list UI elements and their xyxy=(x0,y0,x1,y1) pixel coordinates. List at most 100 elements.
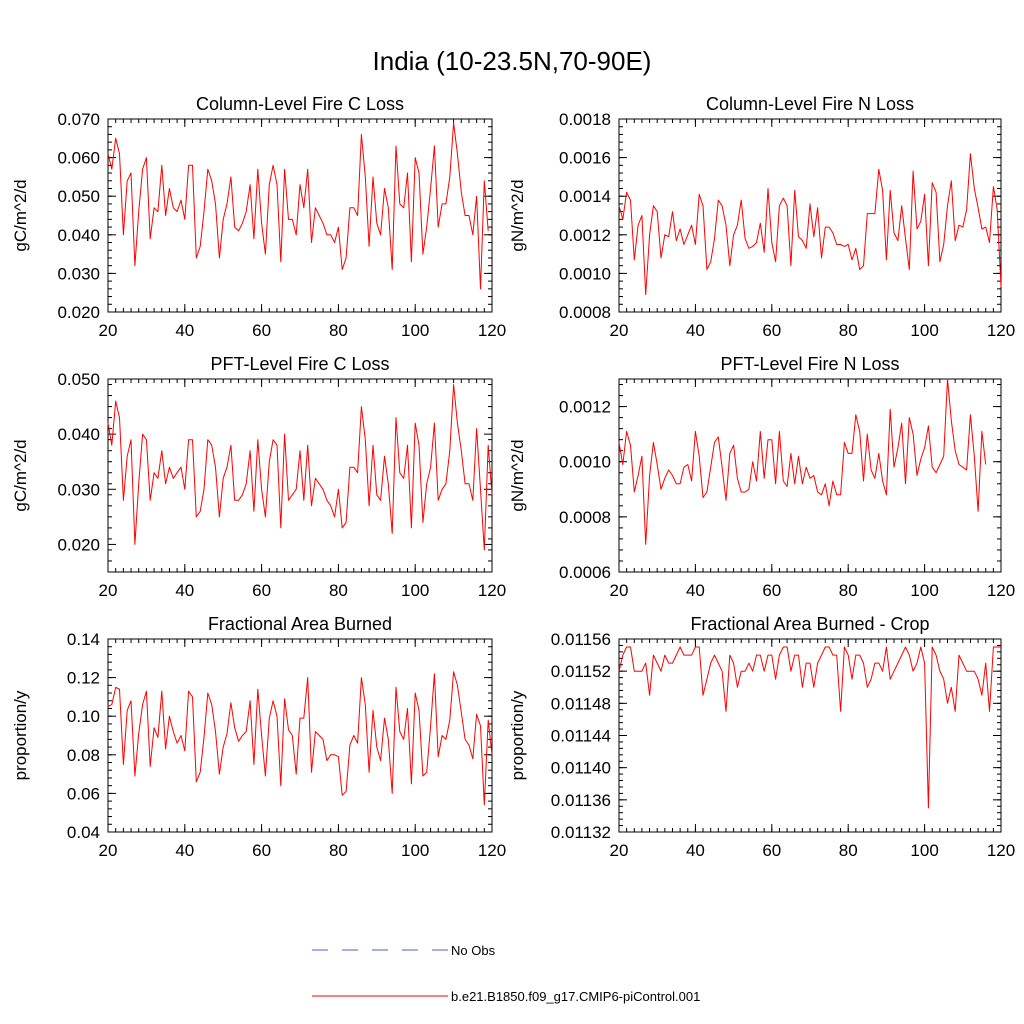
x-tick-label: 40 xyxy=(686,321,705,340)
x-tick-label: 40 xyxy=(175,841,194,860)
chart-panel-5: 20 40 60 80 100 120 0.04 0.06 0.08 0.10 0.12 0.14 Fr… xyxy=(11,614,506,860)
plot-frame xyxy=(618,638,1002,833)
x-tick-label: 40 xyxy=(175,581,194,600)
chart-title: Column-Level Fire N Loss xyxy=(706,94,914,114)
y-tick-label: 0.0012 xyxy=(559,226,611,245)
x-tick-label: 20 xyxy=(99,841,118,860)
x-tick-label: 20 xyxy=(610,581,629,600)
chart-panel-4: 20 40 60 80 100 120 0.0006 0.0008 0.0010 0.0012 PF… xyxy=(508,354,1015,600)
y-tick-label: 0.0018 xyxy=(559,110,611,129)
y-tick-label: 0.0006 xyxy=(559,563,611,582)
series-line-1 xyxy=(618,153,1002,296)
series-line-1 xyxy=(618,646,1001,809)
figure-title: India (10-23.5N,70-90E) xyxy=(373,46,652,76)
y-tick-label: 0.14 xyxy=(67,630,100,649)
y-tick-label: 0.0008 xyxy=(559,508,611,527)
y-tick-label: 0.040 xyxy=(57,226,100,245)
legend-label-model: b.e21.B1850.f09_g17.CMIP6-piControl.001 xyxy=(451,989,700,1004)
legend: No Obs b.e21.B1850.f09_g17.CMIP6-piContr… xyxy=(312,943,700,1004)
x-tick-label: 120 xyxy=(987,841,1015,860)
x-tick-label: 80 xyxy=(329,321,348,340)
x-tick-label: 120 xyxy=(478,841,506,860)
x-tick-label: 100 xyxy=(910,321,938,340)
plot-frame xyxy=(107,378,493,573)
chart-title: Fractional Area Burned xyxy=(208,614,392,634)
y-tick-label: 0.01148 xyxy=(551,694,611,713)
x-tick-label: 60 xyxy=(252,841,271,860)
y-tick-label: 0.08 xyxy=(67,746,100,765)
x-tick-label: 60 xyxy=(252,321,271,340)
y-tick-label: 0.070 xyxy=(57,110,100,129)
x-tick-label: 120 xyxy=(987,581,1015,600)
x-tick-label: 100 xyxy=(910,841,938,860)
y-axis-label: gN/m^2/d xyxy=(508,439,527,511)
chart-title: PFT-Level Fire N Loss xyxy=(720,354,899,374)
chart-panel-1: 20 40 60 80 100 120 0.020 0.030 0.040 0.050 0.060 0… xyxy=(11,94,506,340)
x-tick-label: 80 xyxy=(329,841,348,860)
y-axis-label: gC/m^2/d xyxy=(11,179,30,251)
legend-label-no-obs: No Obs xyxy=(451,943,496,958)
x-tick-label: 120 xyxy=(478,321,506,340)
y-tick-label: 0.050 xyxy=(57,187,100,206)
chart-title: PFT-Level Fire C Loss xyxy=(210,354,389,374)
y-axis-label: proportion/y xyxy=(11,690,30,780)
chart-panel-3: 20 40 60 80 100 120 0.020 0.030 0.040 0.050 PFT-Le… xyxy=(11,354,506,600)
y-tick-label: 0.0008 xyxy=(559,303,611,322)
x-tick-label: 20 xyxy=(610,321,629,340)
x-tick-label: 40 xyxy=(686,581,705,600)
plot-frame xyxy=(618,378,1002,573)
y-tick-label: 0.01140 xyxy=(551,759,611,778)
x-tick-label: 60 xyxy=(762,321,781,340)
plot-frame xyxy=(107,638,493,833)
y-tick-label: 0.040 xyxy=(57,425,100,444)
y-tick-label: 0.01132 xyxy=(551,823,611,842)
y-tick-label: 0.0016 xyxy=(559,149,611,168)
y-tick-label: 0.060 xyxy=(57,149,100,168)
chart-panel-6: 20 40 60 80 100 120 0.01132 0.01136 0.01140 0.011… xyxy=(508,614,1015,860)
x-tick-label: 80 xyxy=(839,581,858,600)
x-tick-label: 20 xyxy=(99,581,118,600)
chart-panel-2: 20 40 60 80 100 120 0.0008 0.0010 0.0012 0.0014 0.… xyxy=(508,94,1015,340)
y-tick-label: 0.10 xyxy=(67,707,100,726)
y-tick-label: 0.01136 xyxy=(551,791,611,810)
panels: 20 40 60 80 100 120 0.020 0.030 0.040 0.050 0.060 0… xyxy=(11,94,1015,860)
series-line-1 xyxy=(107,122,489,290)
y-tick-label: 0.06 xyxy=(67,784,100,803)
x-tick-label: 80 xyxy=(839,841,858,860)
x-tick-label: 60 xyxy=(252,581,271,600)
y-tick-label: 0.01156 xyxy=(551,630,611,649)
y-tick-label: 0.0014 xyxy=(559,187,611,206)
x-tick-label: 80 xyxy=(839,321,858,340)
y-tick-label: 0.0012 xyxy=(559,398,611,417)
series-line-1 xyxy=(107,671,493,806)
x-tick-label: 100 xyxy=(910,581,938,600)
y-tick-label: 0.020 xyxy=(57,535,100,554)
x-tick-label: 60 xyxy=(762,841,781,860)
x-tick-label: 40 xyxy=(686,841,705,860)
y-tick-label: 0.0010 xyxy=(559,453,611,472)
plot-frame xyxy=(618,118,1002,313)
x-tick-label: 120 xyxy=(987,321,1015,340)
x-tick-label: 120 xyxy=(478,581,506,600)
y-tick-label: 0.01152 xyxy=(551,662,611,681)
y-tick-label: 0.12 xyxy=(67,669,100,688)
x-tick-label: 100 xyxy=(401,581,429,600)
y-tick-label: 0.04 xyxy=(67,823,100,842)
x-tick-label: 100 xyxy=(401,321,429,340)
y-axis-label: gC/m^2/d xyxy=(11,439,30,511)
y-tick-label: 0.030 xyxy=(57,264,100,283)
y-tick-label: 0.01144 xyxy=(551,727,611,746)
chart-title: Column-Level Fire C Loss xyxy=(196,94,404,114)
y-axis-label: gN/m^2/d xyxy=(508,179,527,251)
y-tick-label: 0.020 xyxy=(57,303,100,322)
x-tick-label: 60 xyxy=(762,581,781,600)
y-axis-label: proportion/y xyxy=(508,690,527,780)
series-line-1 xyxy=(107,384,493,551)
x-tick-label: 20 xyxy=(610,841,629,860)
y-tick-label: 0.0010 xyxy=(559,264,611,283)
y-tick-label: 0.030 xyxy=(57,480,100,499)
x-tick-label: 80 xyxy=(329,581,348,600)
series-line-1 xyxy=(618,378,987,545)
x-tick-label: 100 xyxy=(401,841,429,860)
